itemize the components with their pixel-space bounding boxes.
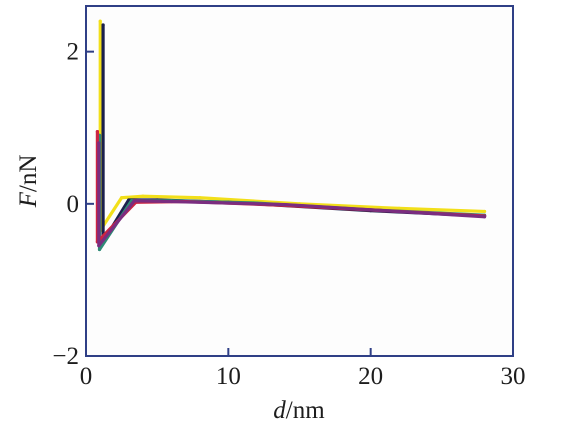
y-axis-unit: /nN (15, 155, 42, 193)
x-axis-variable: d (273, 397, 286, 424)
series-5-point (482, 215, 487, 219)
series-1-point (141, 194, 145, 198)
x-axis-tick-label: 0 (80, 363, 93, 390)
series-5-point (283, 202, 287, 207)
series-3-point (97, 247, 102, 252)
y-axis-title: F/nN (15, 155, 42, 209)
y-axis-tick-label: −2 (52, 343, 79, 370)
y-axis-tick-label: 0 (67, 191, 80, 218)
series-5-point (132, 199, 136, 203)
x-axis-tick-label: 10 (216, 363, 241, 390)
tick-layer: 0 10 20 30−202 (52, 39, 525, 390)
plot-frame (85, 5, 514, 357)
series-1-point (98, 19, 102, 23)
series-1-point (482, 209, 487, 214)
series-5-point (383, 209, 387, 213)
x-axis-tick-label: 30 (501, 363, 526, 390)
series-2-point (101, 23, 105, 27)
x-axis-title: d/nm (273, 397, 325, 424)
x-axis-tick-label: 20 (358, 363, 383, 390)
series-layer (95, 19, 487, 252)
plot-background (86, 6, 513, 356)
x-axis-unit: /nm (286, 397, 325, 424)
series-1-point (397, 206, 401, 210)
series-5-point (97, 141, 101, 145)
series-1-point (198, 196, 202, 200)
y-axis-tick-label: 2 (67, 39, 80, 66)
series-2-point (127, 198, 131, 202)
series-5-point (97, 244, 101, 248)
series-4-point (95, 129, 99, 134)
series-1-point (119, 196, 124, 200)
y-axis-variable: F (15, 191, 42, 208)
series-5-point (169, 199, 173, 204)
